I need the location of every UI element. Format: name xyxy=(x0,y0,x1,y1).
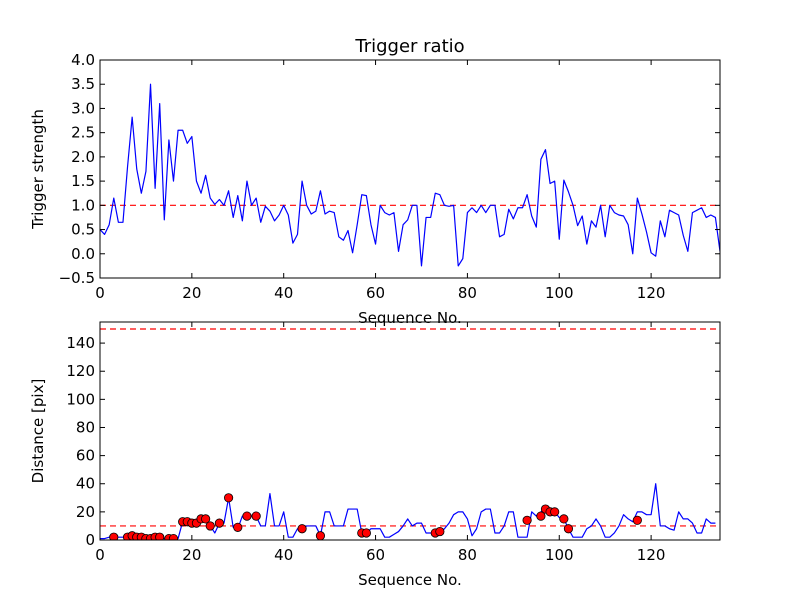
red-marker-point xyxy=(536,511,546,521)
y-axis-label: Distance [pix] xyxy=(29,379,47,484)
red-marker-point xyxy=(214,518,225,528)
y-tick-label: 4.0 xyxy=(71,51,95,69)
y-axis-label: Trigger strength xyxy=(29,109,47,230)
x-tick-label: 120 xyxy=(637,284,666,302)
red-marker-point xyxy=(205,521,215,531)
y-tick-label: 0.0 xyxy=(71,245,95,263)
x-tick-label: 20 xyxy=(182,284,201,302)
marker-group xyxy=(109,493,642,540)
y-tick-label: 1.5 xyxy=(71,172,95,190)
y-tick-label: 2.5 xyxy=(71,124,95,142)
red-marker-point xyxy=(155,532,165,540)
red-marker-point xyxy=(251,511,261,521)
y-tick-label: 0 xyxy=(85,531,95,549)
y-tick-label: 80 xyxy=(76,418,95,436)
red-marker-point xyxy=(632,515,642,525)
x-tick-label: 40 xyxy=(274,284,293,302)
y-tick-label: 2.0 xyxy=(71,148,95,166)
x-tick-label: 40 xyxy=(274,546,293,564)
y-tick-label: −0.5 xyxy=(59,269,95,287)
red-marker-point xyxy=(361,528,371,538)
y-tick-label: 0.5 xyxy=(71,221,95,239)
y-tick-label: 3.0 xyxy=(71,99,95,117)
y-tick-label: 140 xyxy=(66,334,95,352)
red-marker-point xyxy=(522,515,532,525)
x-tick-label: 120 xyxy=(637,546,666,564)
x-tick-label: 60 xyxy=(366,546,385,564)
y-tick-label: 3.5 xyxy=(71,75,95,93)
y-tick-label: 20 xyxy=(76,503,95,521)
red-marker-point xyxy=(559,514,569,524)
bottom-plot-distance: 0 20 40 60 80 100 120 0 20 40 60 80 100 120 140 Sequenc… xyxy=(29,321,721,589)
x-tick-label: 0 xyxy=(95,284,105,302)
red-marker-point xyxy=(297,524,307,534)
red-marker-point xyxy=(201,514,211,524)
chart-title: Trigger ratio xyxy=(354,36,464,57)
red-marker-point xyxy=(315,531,326,540)
x-tick-label: 20 xyxy=(182,546,201,564)
red-marker-point xyxy=(233,522,243,532)
x-tick-label: 80 xyxy=(458,546,477,564)
y-tick-label: 60 xyxy=(76,447,95,465)
y-tick-label: 120 xyxy=(66,362,95,380)
y-tick-label: 100 xyxy=(66,390,95,408)
red-marker-point xyxy=(242,511,252,521)
x-axis-label: Sequence No. xyxy=(358,309,462,327)
x-tick-label: 100 xyxy=(545,284,574,302)
y-tick-label: 40 xyxy=(76,475,95,493)
axes-frame xyxy=(99,321,721,541)
series-line xyxy=(100,83,720,267)
y-tick-label: 1.0 xyxy=(71,196,95,214)
x-tick-label: 60 xyxy=(366,284,385,302)
axes-frame xyxy=(99,59,721,279)
red-marker-point xyxy=(563,524,574,534)
red-marker-point xyxy=(223,493,234,503)
red-marker-point xyxy=(435,526,445,537)
top-plot-trigger-ratio: 0 20 40 60 80 100 120 −0.5 0.0 0.5 1.0 1.5 2.0 2.5 3.0… xyxy=(29,36,721,327)
red-marker-point xyxy=(109,532,119,540)
red-marker-point xyxy=(550,507,560,517)
x-tick-label: 0 xyxy=(95,546,105,564)
x-tick-label: 100 xyxy=(545,546,574,564)
red-marker-point xyxy=(168,533,179,540)
x-tick-label: 80 xyxy=(458,284,477,302)
x-axis-label: Sequence No. xyxy=(358,571,462,589)
